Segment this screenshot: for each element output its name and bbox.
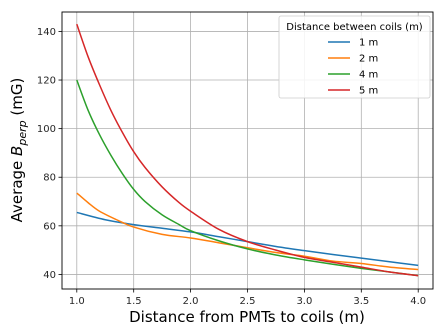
y-axis-label-unit: (mG): [8, 78, 26, 121]
x-tick-label: 1.5: [126, 296, 142, 307]
legend: Distance between coils (m) 1 m 2 m 4 m 5 m: [278, 15, 431, 99]
x-tick-label: 3.5: [353, 296, 369, 307]
legend-label-1-m: 1 m: [359, 38, 378, 49]
series-line-4-m: [76, 79, 419, 277]
x-axis-ticks: 1.0 1.5 2.0 2.5 3.0 3.5 4.0: [69, 289, 426, 307]
x-axis-label: Distance from PMTs to coils (m): [129, 308, 365, 325]
y-tick-label: 40: [43, 270, 56, 281]
legend-label-5-m: 5 m: [359, 86, 378, 97]
series-line-5-m: [76, 23, 419, 277]
legend-label-2-m: 2 m: [359, 54, 378, 65]
x-tick-label: 4.0: [410, 296, 426, 307]
y-tick-label: 120: [37, 76, 56, 87]
y-axis-label: Average Bperp (mG): [8, 78, 29, 223]
y-tick-label: 100: [37, 124, 56, 135]
x-tick-label: 2.0: [183, 296, 199, 307]
y-tick-label: 60: [43, 221, 56, 232]
y-axis-label-subscript: perp: [16, 120, 29, 146]
series-line-2-m: [76, 192, 419, 271]
legend-box: [278, 15, 431, 99]
legend-title: Distance between coils (m): [286, 22, 423, 33]
y-tick-label: 80: [43, 173, 56, 184]
x-tick-label: 2.5: [240, 296, 256, 307]
legend-label-4-m: 4 m: [359, 70, 378, 81]
x-tick-label: 3.0: [296, 296, 312, 307]
series-lines: [76, 23, 419, 277]
x-tick-label: 1.0: [69, 296, 85, 307]
y-axis-label-prefix: Average: [8, 156, 26, 222]
y-tick-label: 140: [37, 27, 56, 38]
y-axis-label-variable: B: [8, 146, 26, 156]
legend-entries: 1 m 2 m 4 m 5 m: [328, 38, 378, 97]
y-axis-ticks: 40 60 80 100 120 140: [37, 27, 62, 281]
